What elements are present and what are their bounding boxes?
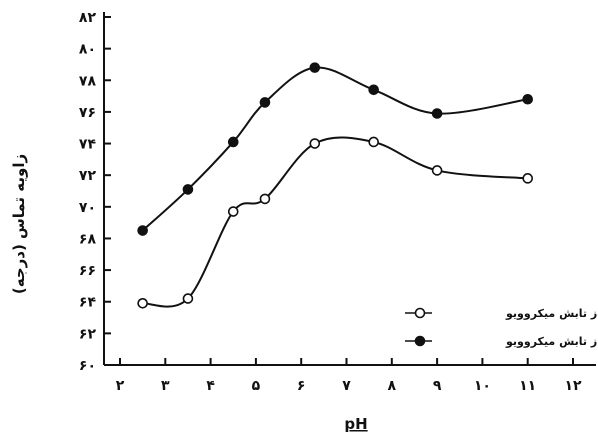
open-data-point [227, 206, 239, 217]
filled-data-point [227, 136, 239, 148]
filled-data-point [368, 84, 379, 96]
legend-label: قبل از تابش میکروویو [505, 307, 598, 320]
filled-data-point [431, 108, 443, 119]
filled-data-point [522, 93, 534, 105]
x-tick-label: ۷ [342, 378, 351, 394]
open-data-point [309, 138, 321, 149]
x-ticks: ۲ ۳ ۴ ۵ ۶ ۷ ۸ ۹ ۱۰ ۱۱ ۱۲ [116, 358, 582, 394]
open-data-point [431, 165, 443, 176]
x-tick-label: ۴ [206, 378, 215, 394]
y-tick-label: ۷۰ [79, 200, 96, 216]
series-points [137, 62, 534, 309]
y-ticks: ۶۰ ۶۲ ۶۴ ۶۶ ۶۸ ۷۰ ۷۲ ۷۴ ۷۶ ۷۸ ۸۰ ۸۲ [79, 10, 111, 374]
filled-data-point [182, 184, 194, 195]
x-tick-label: ۱۰ [474, 378, 491, 394]
y-tick-label: ۷۸ [79, 73, 97, 89]
x-tick-label: ۱۲ [564, 378, 582, 394]
y-axis-title: زاویه تماس (درجه) [10, 154, 28, 294]
legend-filled-marker [414, 335, 426, 347]
filled-data-point [137, 225, 148, 236]
series-before-line [142, 136, 528, 308]
y-tick-label: ۸۰ [79, 42, 96, 58]
series-after-line [141, 66, 528, 232]
legend-label: بعد از تابش میکروویو [505, 335, 598, 348]
series-lines [141, 66, 528, 308]
x-tick-label: ۲ [116, 378, 125, 394]
y-tick-label: ۷۴ [79, 137, 97, 153]
y-tick-label: ۷۶ [79, 105, 96, 121]
open-data-point [182, 293, 194, 304]
y-tick-label: ۶۴ [79, 295, 97, 311]
filled-data-point [259, 97, 271, 108]
y-tick-label: ۷۲ [79, 168, 97, 184]
open-data-point [137, 298, 148, 309]
y-tick-label: ۶۸ [79, 231, 97, 247]
x-tick-label: ۵ [252, 378, 261, 394]
y-tick-label: ۶۰ [79, 358, 96, 374]
open-data-point [368, 136, 379, 148]
axes [103, 12, 596, 366]
open-data-point [522, 173, 534, 184]
legend: قبل از تابش میکروویو بعد از تابش میکروویو [405, 307, 598, 348]
open-data-point [259, 193, 271, 205]
y-tick-label: ۶۲ [79, 326, 97, 342]
y-tick-label: ۸۲ [79, 10, 97, 26]
x-axis-title: pH [344, 415, 367, 433]
x-tick-label: ۶ [297, 378, 306, 394]
y-tick-label: ۶۶ [79, 263, 96, 279]
filled-data-point [309, 62, 321, 73]
legend-open-marker [414, 307, 426, 319]
x-tick-label: ۱۱ [519, 378, 536, 394]
x-tick-label: ۸ [388, 378, 397, 394]
x-tick-label: ۳ [161, 378, 170, 394]
x-tick-label: ۹ [433, 378, 442, 394]
